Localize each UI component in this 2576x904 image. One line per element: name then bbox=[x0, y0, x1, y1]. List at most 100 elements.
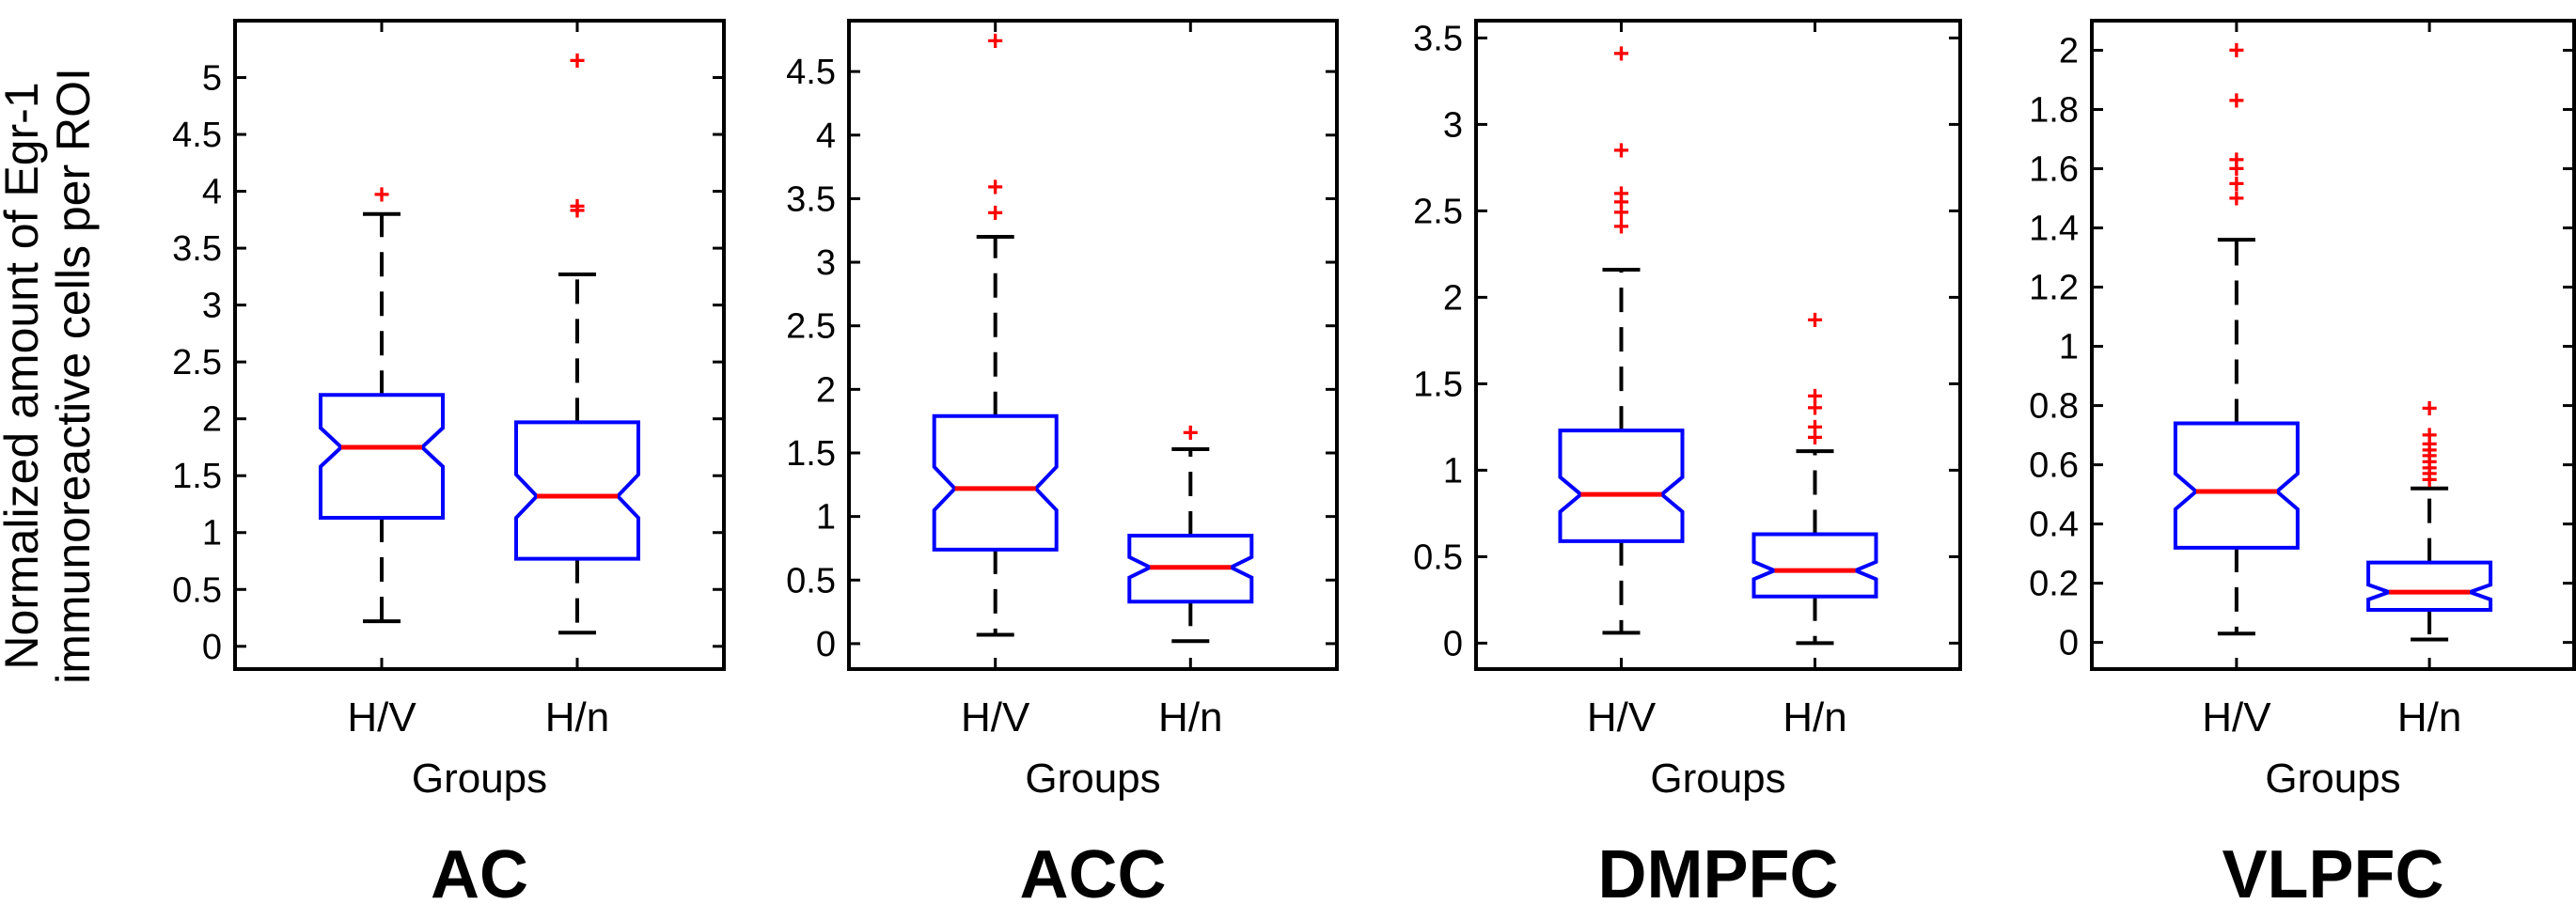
ytick-label: 1 bbox=[2059, 328, 2079, 367]
ytick-label: 3.5 bbox=[786, 179, 836, 219]
ytick-label: 0 bbox=[202, 628, 222, 667]
xlabel-dmpfc: Groups bbox=[1650, 756, 1785, 802]
ytick-label: 4.5 bbox=[786, 53, 836, 92]
outlier-marker: + bbox=[2228, 86, 2245, 117]
notched-box bbox=[932, 413, 1059, 552]
outlier-marker: + bbox=[1807, 412, 1824, 443]
figure-ylabel-line1: Normalized amount of Egr-1 bbox=[0, 82, 48, 669]
ytick-label: 1.6 bbox=[2029, 150, 2079, 190]
ytick-label: 0.2 bbox=[2029, 565, 2079, 604]
outlier-marker: + bbox=[2421, 464, 2438, 495]
outlier-marker: + bbox=[2421, 394, 2438, 425]
ytick-label: 0.4 bbox=[2029, 506, 2079, 545]
ytick-label: 0 bbox=[1443, 624, 1463, 663]
panel-vlpfc: 0 0.2 0.4 0.6 0.8 1 1.2 1.4 1.6 1.8 2 H/V H/n Groups V… bbox=[2029, 19, 2576, 904]
boxplot-vlpfc-h-v: ++++++ bbox=[2173, 36, 2300, 636]
group-label: H/V bbox=[347, 694, 416, 740]
outlier-marker: + bbox=[1613, 135, 1630, 166]
ytick-label: 3.5 bbox=[1413, 19, 1463, 58]
ytick-label: 0.8 bbox=[2029, 387, 2079, 427]
outlier-marker: + bbox=[1807, 422, 1824, 453]
boxplot-vlpfc-h-n: +++++++++ bbox=[2366, 394, 2493, 642]
ytick-label: 1.5 bbox=[786, 434, 836, 474]
outlier-marker: + bbox=[2421, 446, 2438, 477]
ytick-label: 4 bbox=[816, 117, 836, 156]
figure-ylabel: Normalized amount of Egr-1 immunoreactiv… bbox=[0, 68, 100, 684]
ytick-label: 3 bbox=[202, 287, 222, 326]
ytick-label: 1.4 bbox=[2029, 210, 2079, 249]
outlier-marker: + bbox=[2421, 453, 2438, 484]
xlabel-ac: Groups bbox=[412, 756, 547, 802]
notched-box bbox=[1558, 429, 1685, 543]
axes-frame-acc bbox=[847, 19, 1339, 671]
group-label: H/V bbox=[1587, 694, 1657, 740]
ytick-label: 0.5 bbox=[1413, 538, 1463, 577]
ytick-label: 5 bbox=[202, 59, 222, 99]
ytick-label: 1 bbox=[202, 514, 222, 553]
outlier-marker: + bbox=[1613, 211, 1630, 242]
ytick-label: 0 bbox=[2059, 624, 2079, 663]
ytick-label: 2 bbox=[202, 400, 222, 440]
ytick-label: 0 bbox=[816, 625, 836, 664]
ytick-label: 1.5 bbox=[172, 457, 222, 496]
outlier-marker: + bbox=[2421, 429, 2438, 460]
outlier-marker: + bbox=[2228, 168, 2245, 199]
ytick-label: 1.2 bbox=[2029, 269, 2079, 308]
ytick-label: 2.5 bbox=[786, 307, 836, 347]
axes-frame-ac bbox=[233, 19, 726, 671]
ytick-label: 1.5 bbox=[1413, 365, 1463, 404]
boxplot-ac-h-n: +++ bbox=[514, 45, 640, 635]
outlier-marker: + bbox=[1613, 197, 1630, 228]
ytick-label: 0.5 bbox=[172, 570, 222, 610]
group-label: H/n bbox=[1783, 694, 1846, 740]
outlier-marker: + bbox=[2228, 154, 2245, 185]
ytick-label: 0.6 bbox=[2029, 446, 2079, 486]
ytick-label: 4.5 bbox=[172, 116, 222, 155]
outlier-marker: + bbox=[1807, 304, 1824, 335]
notched-box bbox=[1751, 532, 1878, 599]
boxplot-dmpfc-h-n: +++++ bbox=[1751, 304, 1878, 646]
xlabel-vlpfc: Groups bbox=[2265, 756, 2400, 802]
xlabel-acc: Groups bbox=[1025, 756, 1160, 802]
ytick-label: 3 bbox=[816, 243, 836, 283]
outlier-marker: + bbox=[2228, 145, 2245, 176]
outlier-marker: + bbox=[2421, 459, 2438, 490]
group-label: H/n bbox=[545, 694, 609, 740]
ytick-label: 1.8 bbox=[2029, 91, 2079, 131]
axes-frame-vlpfc bbox=[2090, 19, 2576, 671]
outlier-marker: + bbox=[569, 45, 586, 76]
panel-title-dmpfc: DMPFC bbox=[1598, 837, 1839, 904]
ytick-label: 4 bbox=[202, 173, 222, 212]
outlier-marker: + bbox=[1613, 179, 1630, 210]
panel-title-vlpfc: VLPFC bbox=[2222, 837, 2443, 904]
outlier-marker: + bbox=[569, 191, 586, 222]
outlier-marker: + bbox=[373, 179, 390, 210]
ytick-label: 2 bbox=[1443, 278, 1463, 318]
group-label: H/n bbox=[2397, 694, 2461, 740]
outlier-marker: + bbox=[2228, 183, 2245, 214]
notched-box bbox=[319, 393, 445, 520]
outlier-marker: + bbox=[1807, 393, 1824, 424]
outlier-marker: + bbox=[2421, 420, 2438, 451]
boxplot-acc-h-n: + bbox=[1127, 417, 1254, 644]
notched-box bbox=[2366, 560, 2493, 612]
outlier-marker: + bbox=[2421, 435, 2438, 466]
outlier-marker: + bbox=[987, 197, 1004, 228]
ytick-label: 0.5 bbox=[786, 561, 836, 600]
outlier-marker: + bbox=[1613, 39, 1630, 70]
axes-frame-dmpfc bbox=[1474, 19, 1962, 671]
ytick-label: 2.5 bbox=[1413, 192, 1463, 231]
outlier-marker: + bbox=[1613, 187, 1630, 218]
notched-box bbox=[2173, 421, 2300, 550]
boxplot-acc-h-v: +++ bbox=[932, 26, 1059, 637]
panel-title-acc: ACC bbox=[1020, 837, 1167, 904]
outlier-marker: + bbox=[569, 195, 586, 226]
chart-panels: 00.511.522.533.544.55H/V H/nGroupsAC++++0… bbox=[172, 19, 2576, 904]
panel-dmpfc: 00.511.522.533.5H/V H/nGroupsDMPFC+++++++… bbox=[1413, 19, 1962, 904]
outlier-marker: + bbox=[2421, 441, 2438, 472]
ytick-label: 1 bbox=[1443, 451, 1463, 491]
ytick-label: 1 bbox=[816, 498, 836, 538]
group-label: H/n bbox=[1158, 694, 1222, 740]
